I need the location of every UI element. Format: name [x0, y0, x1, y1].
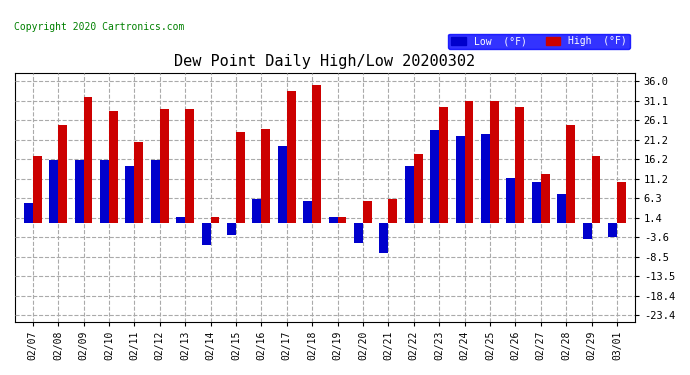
- Bar: [515, 107, 524, 223]
- Bar: [337, 217, 346, 223]
- Bar: [24, 203, 33, 223]
- Bar: [210, 217, 219, 223]
- Bar: [227, 223, 236, 235]
- Bar: [135, 142, 144, 223]
- Bar: [176, 217, 185, 223]
- Bar: [83, 97, 92, 223]
- Bar: [582, 223, 591, 239]
- Bar: [481, 134, 490, 223]
- Bar: [414, 154, 423, 223]
- Bar: [464, 101, 473, 223]
- Bar: [126, 166, 135, 223]
- Bar: [100, 160, 109, 223]
- Bar: [405, 166, 414, 223]
- Title: Dew Point Daily High/Low 20200302: Dew Point Daily High/Low 20200302: [175, 54, 475, 69]
- Bar: [566, 124, 575, 223]
- Bar: [354, 223, 363, 243]
- Bar: [33, 156, 41, 223]
- Bar: [506, 178, 515, 223]
- Bar: [532, 182, 541, 223]
- Bar: [151, 160, 160, 223]
- Bar: [380, 223, 388, 253]
- Bar: [439, 107, 448, 223]
- Legend: Low  (°F), High  (°F): Low (°F), High (°F): [448, 33, 630, 50]
- Bar: [58, 124, 67, 223]
- Bar: [278, 146, 287, 223]
- Bar: [490, 101, 499, 223]
- Bar: [388, 200, 397, 223]
- Bar: [608, 223, 617, 237]
- Text: Copyright 2020 Cartronics.com: Copyright 2020 Cartronics.com: [14, 22, 184, 32]
- Bar: [201, 223, 210, 245]
- Bar: [558, 194, 566, 223]
- Bar: [109, 111, 118, 223]
- Bar: [591, 156, 600, 223]
- Bar: [455, 136, 464, 223]
- Bar: [262, 129, 270, 223]
- Bar: [304, 201, 312, 223]
- Bar: [312, 85, 321, 223]
- Bar: [253, 200, 262, 223]
- Bar: [328, 217, 337, 223]
- Bar: [541, 174, 550, 223]
- Bar: [236, 132, 245, 223]
- Bar: [617, 182, 626, 223]
- Bar: [185, 109, 194, 223]
- Bar: [287, 91, 295, 223]
- Bar: [431, 130, 439, 223]
- Bar: [49, 160, 58, 223]
- Bar: [363, 201, 372, 223]
- Bar: [75, 160, 83, 223]
- Bar: [160, 109, 168, 223]
